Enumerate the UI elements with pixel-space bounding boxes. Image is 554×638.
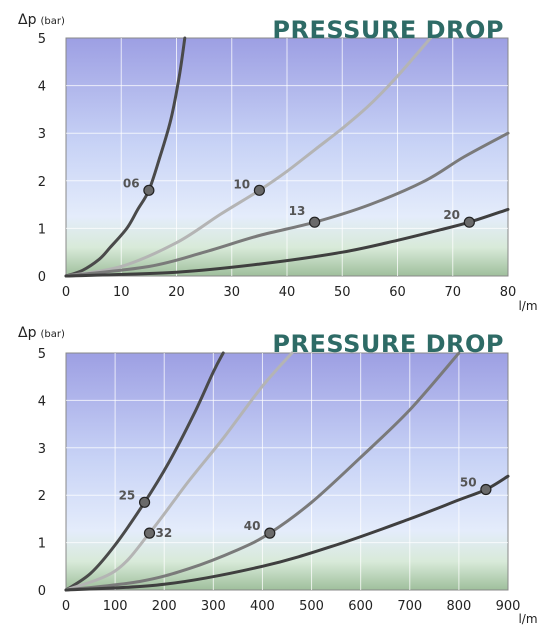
x-axis-label: l/m [518,299,537,313]
y-tick-label: 2 [38,489,46,504]
series-25-label: 25 [119,488,136,502]
series-06-marker [143,184,155,196]
series-06-line [64,36,187,278]
y-tick-label: 0 [38,584,46,599]
series-25-line [64,351,225,592]
series-10-label: 10 [233,177,250,191]
y-tick-labels: 0 1 2 3 4 5 [38,347,46,599]
x-tick-label: 40 [279,285,296,300]
gridlines [66,353,508,590]
x-tick-label: 50 [334,285,351,300]
x-tick-label: 800 [446,599,471,614]
series-50-label: 50 [460,476,477,490]
x-tick-label: 80 [500,285,517,300]
series-10-line [64,36,433,278]
x-tick-label: 100 [103,599,128,614]
x-tick-label: 20 [168,285,185,300]
x-tick-label: 300 [201,599,226,614]
y-tick-label: 3 [38,127,46,142]
x-tick-label: 500 [299,599,324,614]
y-axis-label: Δp (bar) [18,325,65,341]
y-axis-label: Δp (bar) [18,12,65,28]
plot-background [65,352,509,591]
chart-title: PRESSURE DROP [272,16,504,44]
series-25-marker [138,496,151,508]
series-20-marker [463,216,475,228]
x-tick-label: 70 [444,285,461,300]
chart-title: PRESSURE DROP [272,330,504,358]
series-32-line [64,351,294,592]
series-20-label: 20 [443,208,460,222]
series-32-label: 32 [155,526,172,540]
y-tick-label: 1 [38,222,46,237]
series-40-marker [264,527,276,539]
series-06-label: 06 [123,176,140,190]
x-tick-label: 30 [223,285,240,300]
series-50-marker [480,483,492,496]
y-tick-label: 4 [38,394,46,409]
y-tick-label: 2 [38,175,46,190]
y-tick-label: 0 [38,270,46,285]
x-axis-label: l/m [518,612,537,626]
series-13-label: 13 [289,204,306,218]
x-tick-label: 0 [62,599,70,614]
x-tick-label: 10 [113,285,130,300]
y-tick-label: 5 [38,347,46,362]
x-tick-labels: 0 100 200 300 400 500 600 700 800 900 [62,599,521,614]
markers: 06 10 13 20 [123,176,475,228]
y-tick-label: 5 [38,32,46,47]
y-tick-label: 1 [38,537,46,552]
x-tick-label: 60 [389,285,406,300]
x-tick-label: 200 [152,599,177,614]
series-32-marker [143,527,156,539]
y-tick-label: 3 [38,442,46,457]
series-20-line [64,207,510,278]
series-40-label: 40 [244,519,261,533]
markers: 25 32 40 50 [119,476,492,540]
x-tick-label: 700 [397,599,422,614]
x-tick-label: 900 [496,599,521,614]
chart-top: 06 10 13 20 0 10 20 30 40 50 60 70 80 0 1 2 3 4 5 PRESSU… [18,12,538,313]
x-tick-labels: 0 10 20 30 40 50 60 70 80 [62,285,516,300]
series-10-marker [253,184,265,196]
x-tick-label: 0 [62,285,70,300]
y-tick-labels: 0 1 2 3 4 5 [38,32,46,285]
x-tick-label: 600 [348,599,373,614]
x-tick-label: 400 [250,599,275,614]
series-13-marker [309,216,321,228]
y-tick-label: 4 [38,80,46,95]
